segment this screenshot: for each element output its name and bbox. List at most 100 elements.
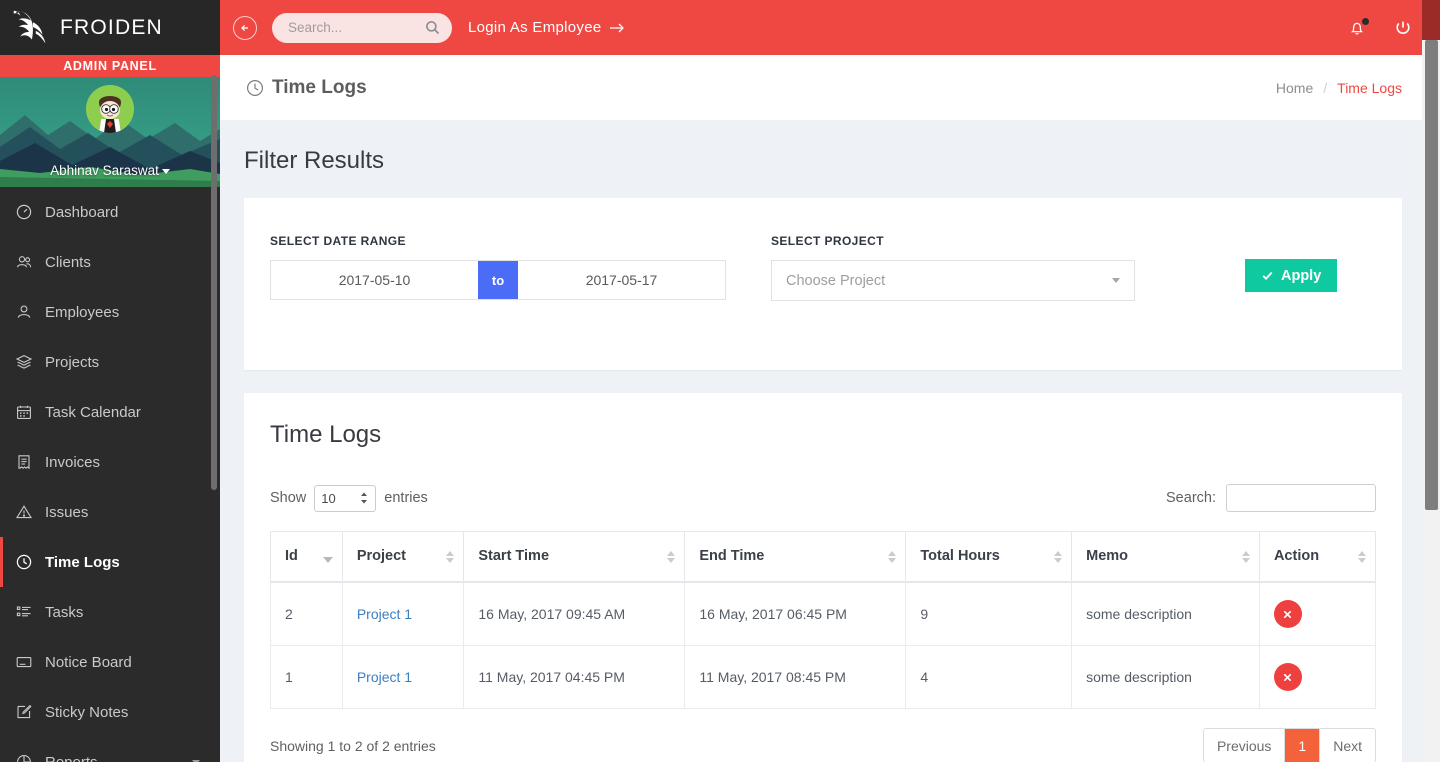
breadcrumb: Home / Time Logs	[1276, 80, 1402, 96]
speedometer-icon	[16, 204, 38, 220]
page-title-text: Time Logs	[272, 76, 367, 98]
sort-both-icon	[1054, 551, 1063, 563]
pagination: Previous 1 Next	[1202, 728, 1376, 762]
sidebar-item-reports[interactable]: Reports	[0, 737, 220, 762]
bird-logo-icon	[8, 5, 54, 51]
date-range-field: SELECT DATE RANGE to	[270, 234, 726, 300]
sidebar-scrollbar[interactable]	[211, 75, 217, 490]
table-search-label: Search:	[1166, 490, 1216, 506]
sidebar-nav: Dashboard Clients Employees	[0, 187, 220, 762]
main-content: Filter Results SELECT DATE RANGE to SELE…	[220, 120, 1422, 762]
date-range-label: SELECT DATE RANGE	[270, 234, 406, 248]
chevron-down-icon	[161, 168, 170, 174]
search-input[interactable]	[286, 13, 426, 42]
table-row: 1 Project 1 11 May, 2017 04:45 PM 11 May…	[270, 645, 1377, 709]
delete-icon[interactable]	[1273, 600, 1302, 628]
project-link[interactable]: Project 1	[356, 606, 413, 622]
table-head: Id Project Start Time End Time	[270, 531, 1377, 583]
cell-project: Project 1	[341, 581, 465, 646]
sort-desc-icon	[322, 557, 333, 563]
column-header-end-time[interactable]: End Time	[684, 531, 907, 583]
column-label: Project	[356, 548, 406, 564]
column-header-id[interactable]: Id	[270, 531, 343, 583]
arrow-right-icon	[609, 21, 625, 35]
bell-icon[interactable]	[1348, 17, 1369, 37]
entries-select-wrap[interactable]: 10	[306, 484, 384, 512]
profile-block[interactable]: Abhinav Saraswat	[0, 77, 220, 187]
breadcrumb-home[interactable]: Home	[1275, 79, 1314, 96]
sidebar-item-invoices[interactable]: Invoices	[0, 437, 220, 487]
column-header-start-time[interactable]: Start Time	[463, 531, 686, 583]
apply-button[interactable]: Apply	[1245, 259, 1338, 292]
sidebar-item-label: Time Logs	[45, 553, 120, 571]
pagination-page-1[interactable]: 1	[1285, 729, 1321, 762]
table-body: 2 Project 1 16 May, 2017 09:45 AM 16 May…	[270, 581, 1377, 709]
sidebar-item-clients[interactable]: Clients	[0, 237, 220, 287]
cell-total-hours: 4	[905, 645, 1073, 709]
sidebar-item-issues[interactable]: Issues	[0, 487, 220, 537]
entries-select[interactable]: 10	[314, 484, 377, 512]
pagination-next[interactable]: Next	[1320, 729, 1375, 762]
delete-icon[interactable]	[1273, 663, 1302, 691]
profile-name[interactable]: Abhinav Saraswat	[0, 163, 220, 178]
topbar-actions	[1348, 17, 1440, 37]
chevron-down-icon	[1112, 278, 1120, 283]
column-header-action[interactable]: Action	[1258, 531, 1377, 583]
breadcrumb-separator: /	[1323, 79, 1328, 96]
sidebar-item-label: Issues	[45, 503, 89, 521]
login-as-employee-button[interactable]: Login As Employee	[468, 19, 625, 36]
search-icon[interactable]	[425, 20, 440, 35]
table-header-row: Id Project Start Time End Time	[270, 531, 1377, 583]
column-header-project[interactable]: Project	[341, 531, 465, 583]
column-label: Memo	[1086, 548, 1129, 564]
arrow-left-circle-icon[interactable]	[233, 15, 257, 40]
sidebar-item-tasks[interactable]: Tasks	[0, 587, 220, 637]
check-icon	[1261, 269, 1274, 282]
table-row: 2 Project 1 16 May, 2017 09:45 AM 16 May…	[270, 581, 1377, 646]
topbar-search[interactable]	[272, 12, 452, 43]
sidebar: FROIDEN ADMIN PANEL	[0, 0, 220, 762]
sidebar-item-dashboard[interactable]: Dashboard	[0, 187, 220, 237]
power-icon[interactable]	[1394, 19, 1412, 37]
cell-start-time: 11 May, 2017 04:45 PM	[463, 645, 686, 709]
select-project-label: SELECT PROJECT	[771, 234, 884, 248]
sidebar-item-task-calendar[interactable]: Task Calendar	[0, 387, 220, 437]
date-range-input-group[interactable]: to	[270, 260, 726, 300]
project-select[interactable]: Choose Project	[771, 260, 1135, 301]
project-link[interactable]: Project 1	[356, 669, 413, 685]
sidebar-item-label: Sticky Notes	[45, 703, 129, 721]
sidebar-item-employees[interactable]: Employees	[0, 287, 220, 337]
project-field: SELECT PROJECT Choose Project	[771, 234, 1135, 301]
list-icon	[16, 604, 38, 620]
sidebar-item-sticky-notes[interactable]: Sticky Notes	[0, 687, 220, 737]
filter-results-heading: Filter Results	[244, 147, 385, 174]
showing-entries-info: Showing 1 to 2 of 2 entries	[270, 737, 436, 754]
column-header-total-hours[interactable]: Total Hours	[905, 531, 1073, 583]
window-scrollbar[interactable]	[1422, 0, 1440, 762]
sidebar-item-notice-board[interactable]: Notice Board	[0, 637, 220, 687]
admin-panel-label: ADMIN PANEL	[0, 55, 220, 77]
date-to-input[interactable]	[518, 261, 725, 299]
sidebar-item-label: Notice Board	[45, 653, 132, 671]
sidebar-item-label: Reports	[45, 753, 98, 762]
sidebar-item-time-logs[interactable]: Time Logs	[0, 537, 220, 587]
cell-memo: some description	[1071, 645, 1260, 709]
cell-start-time: 16 May, 2017 09:45 AM	[463, 581, 686, 646]
sidebar-item-label: Employees	[45, 303, 120, 321]
breadcrumb-current: Time Logs	[1337, 79, 1402, 96]
time-logs-title: Time Logs	[270, 421, 382, 448]
sidebar-item-projects[interactable]: Projects	[0, 337, 220, 387]
column-header-memo[interactable]: Memo	[1071, 531, 1260, 583]
cell-action	[1258, 645, 1377, 709]
filter-row: SELECT DATE RANGE to SELECT PROJECT Choo…	[270, 234, 1376, 301]
brand-header[interactable]: FROIDEN	[0, 0, 220, 55]
project-select-value: Choose Project	[786, 272, 886, 289]
scrollbar-thumb[interactable]	[1425, 40, 1438, 510]
table-search-input[interactable]	[1226, 484, 1376, 512]
sidebar-item-label: Invoices	[45, 453, 101, 471]
column-label: Id	[285, 548, 298, 564]
pagination-previous[interactable]: Previous	[1203, 729, 1286, 762]
board-icon	[16, 654, 38, 670]
date-from-input[interactable]	[271, 261, 478, 299]
